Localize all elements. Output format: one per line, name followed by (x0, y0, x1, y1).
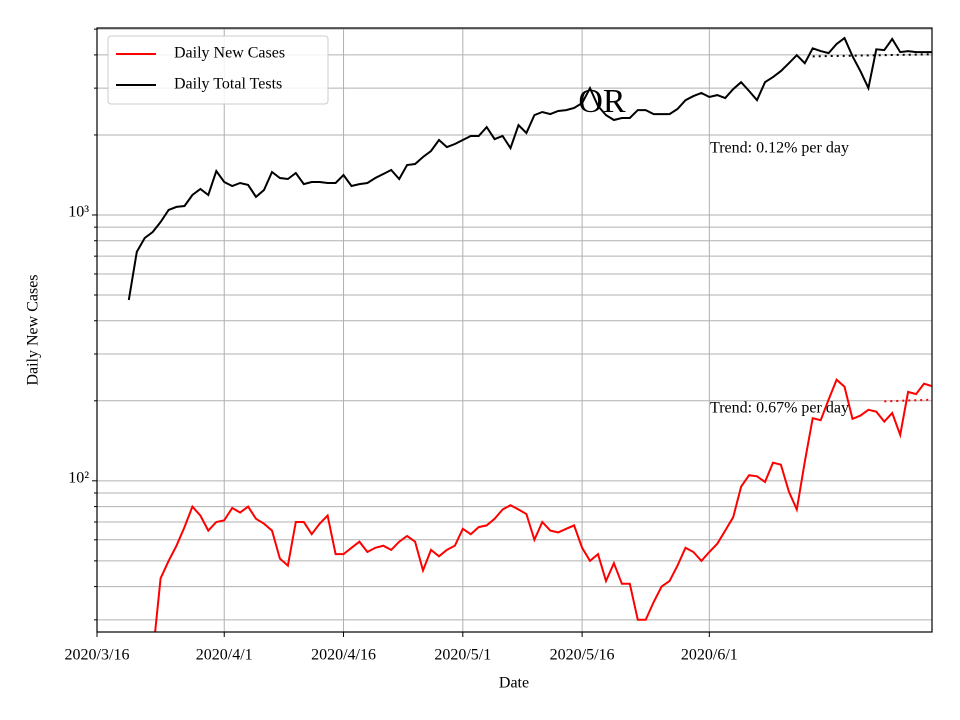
legend-label: Daily Total Tests (174, 76, 282, 93)
x-tick-label: 2020/5/1 (434, 647, 491, 664)
x-tick-label: 2020/6/1 (681, 647, 738, 664)
x-axis-label: Date (499, 675, 529, 692)
plot-area (127, 36, 932, 632)
grid (96, 28, 932, 632)
chart-title: OR (578, 83, 626, 120)
x-tick-label: 2020/5/16 (550, 647, 615, 664)
legend-label: Daily New Cases (174, 45, 285, 62)
trend-line (884, 398, 932, 403)
x-tick-label: 2020/4/16 (311, 647, 376, 664)
y-tick-label: 10³ (68, 204, 89, 221)
trend-line (812, 53, 932, 58)
data-line (154, 378, 932, 632)
frame (96, 27, 933, 633)
x-tick-label: 2020/3/16 (65, 647, 130, 664)
y-tick-label: 10² (68, 469, 89, 486)
legend-box (107, 35, 329, 105)
x-tick-label: 2020/4/1 (196, 647, 253, 664)
y-axis-label: Daily New Cases (25, 274, 42, 385)
trend-label: Trend: 0.67% per day (710, 400, 849, 417)
trend-label: Trend: 0.12% per day (710, 140, 849, 157)
data-line (127, 36, 932, 301)
